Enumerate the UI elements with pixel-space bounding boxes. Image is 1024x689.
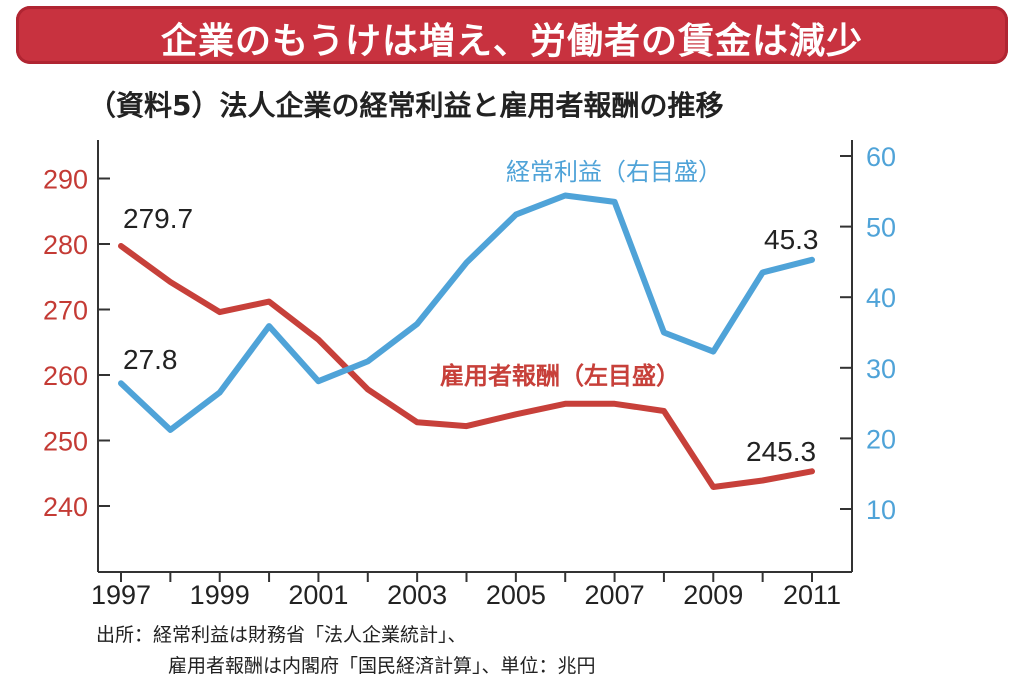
x-tick-label: 1997 bbox=[91, 580, 151, 610]
source-note: 出所：経常利益は財務省「法人企業統計」、 雇用者報酬は内閣府「国民経済計算」、単… bbox=[96, 620, 596, 682]
left-tick-label: 270 bbox=[43, 296, 88, 326]
x-tick-label: 2001 bbox=[288, 580, 348, 610]
series-label-compensation: 雇用者報酬（左目盛） bbox=[440, 362, 680, 390]
series-lines bbox=[118, 192, 815, 490]
data-label-profit-start: 27.8 bbox=[123, 344, 178, 375]
headline-text: 企業のもうけは増え、労働者の賃金は減少 bbox=[161, 21, 863, 62]
x-tick-label: 2011 bbox=[783, 580, 841, 610]
tick-labels: 240 250 260 270 280 290 10 20 30 40 50 60 1997 1999 20… bbox=[43, 142, 896, 610]
headline-banner: 企業のもうけは増え、労働者の賃金は減少 bbox=[16, 6, 1008, 64]
x-tick-label: 2007 bbox=[585, 580, 645, 610]
right-tick-label: 20 bbox=[866, 424, 896, 454]
right-tick-label: 60 bbox=[866, 142, 896, 172]
chart-annotations: 経常利益（右目盛） 雇用者報酬（左目盛） 279.7 27.8 45.3 245… bbox=[123, 158, 819, 467]
profit-line bbox=[118, 192, 815, 433]
right-tick-label: 50 bbox=[866, 213, 896, 243]
source-line-2: 雇用者報酬は内閣府「国民経済計算」、単位：兆円 bbox=[168, 655, 596, 677]
x-tick-label: 2005 bbox=[486, 580, 546, 610]
left-tick-label: 290 bbox=[43, 165, 88, 195]
data-label-compensation-start: 279.7 bbox=[123, 203, 193, 234]
right-tick-label: 30 bbox=[866, 354, 896, 384]
source-line-1: 出所：経常利益は財務省「法人企業統計」、 bbox=[96, 624, 467, 646]
left-tick-label: 260 bbox=[43, 361, 88, 391]
data-label-profit-end: 45.3 bbox=[764, 224, 819, 255]
right-tick-label: 10 bbox=[866, 495, 896, 525]
left-tick-label: 280 bbox=[43, 230, 88, 260]
x-tick-label: 2009 bbox=[683, 580, 743, 610]
compensation-line bbox=[118, 243, 815, 490]
x-tick-label: 1999 bbox=[190, 580, 250, 610]
series-label-profit: 経常利益（右目盛） bbox=[506, 158, 722, 186]
left-tick-label: 240 bbox=[43, 492, 88, 522]
right-tick-label: 40 bbox=[866, 283, 896, 313]
left-tick-label: 250 bbox=[43, 427, 88, 457]
data-label-compensation-end: 245.3 bbox=[746, 436, 816, 467]
chart-axes bbox=[97, 140, 853, 582]
chart-title: （資料5）法人企業の経常利益と雇用者報酬の推移 bbox=[88, 89, 724, 122]
x-tick-label: 2003 bbox=[387, 580, 447, 610]
line-chart: 240 250 260 270 280 290 10 20 30 40 50 60 1997 1999 20… bbox=[43, 140, 896, 610]
